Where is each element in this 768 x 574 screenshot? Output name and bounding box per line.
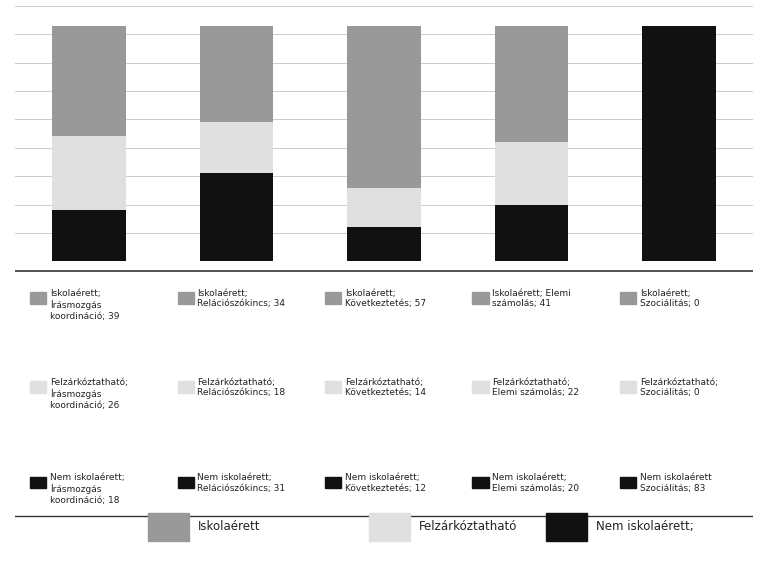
Text: Iskolaérett; Elemi
számolás; 41: Iskolaérett; Elemi számolás; 41 <box>492 289 571 308</box>
FancyBboxPatch shape <box>325 292 341 304</box>
Text: Iskolaérett;
Következtetés; 57: Iskolaérett; Következtetés; 57 <box>345 289 426 308</box>
Text: Nem iskolaérett;: Nem iskolaérett; <box>596 521 694 533</box>
FancyBboxPatch shape <box>30 476 46 488</box>
Text: Felzárkóztatható;
Szociálitás; 0: Felzárkóztatható; Szociálitás; 0 <box>640 378 718 397</box>
Text: Nem iskolaérett;
Elemi számolás; 20: Nem iskolaérett; Elemi számolás; 20 <box>492 473 580 492</box>
FancyBboxPatch shape <box>369 513 410 541</box>
Bar <box>200 26 273 122</box>
FancyBboxPatch shape <box>177 381 194 393</box>
Text: Nem iskolaérett
Szociálitás; 83: Nem iskolaérett Szociálitás; 83 <box>640 473 712 492</box>
Text: Iskolaérett;
Szociálitás; 0: Iskolaérett; Szociálitás; 0 <box>640 289 700 308</box>
Bar <box>642 26 716 261</box>
Text: Felzárkóztatható: Felzárkóztatható <box>419 521 517 533</box>
Text: Nem iskolaérett;
Következtetés; 12: Nem iskolaérett; Következtetés; 12 <box>345 473 426 492</box>
Bar <box>347 227 421 261</box>
Text: Felzárkóztatható;
Elemi számolás; 22: Felzárkóztatható; Elemi számolás; 22 <box>492 378 579 397</box>
Bar <box>200 173 273 261</box>
FancyBboxPatch shape <box>620 381 636 393</box>
Text: Iskolaérett: Iskolaérett <box>197 521 260 533</box>
Text: Felzárkóztatható;
Következtetés; 14: Felzárkóztatható; Következtetés; 14 <box>345 378 426 397</box>
FancyBboxPatch shape <box>620 292 636 304</box>
Text: Felzárkóztatható;
Írásmozgás
koordináció; 26: Felzárkóztatható; Írásmozgás koordináció… <box>50 378 128 410</box>
Bar <box>52 210 126 261</box>
Bar <box>347 188 421 227</box>
FancyBboxPatch shape <box>472 292 488 304</box>
Text: Nem iskolaérett;
Írásmozgás
koordináció; 18: Nem iskolaérett; Írásmozgás koordináció;… <box>50 473 124 505</box>
FancyBboxPatch shape <box>620 476 636 488</box>
FancyBboxPatch shape <box>30 292 46 304</box>
FancyBboxPatch shape <box>30 381 46 393</box>
Text: Nem iskolaérett;
Relációszókincs; 31: Nem iskolaérett; Relációszókincs; 31 <box>197 473 286 492</box>
Bar <box>495 26 568 142</box>
FancyBboxPatch shape <box>546 513 587 541</box>
Bar <box>347 26 421 188</box>
FancyBboxPatch shape <box>177 476 194 488</box>
FancyBboxPatch shape <box>472 476 488 488</box>
FancyBboxPatch shape <box>148 513 189 541</box>
Bar <box>495 142 568 204</box>
Text: Felzárkóztatható;
Relációszókincs; 18: Felzárkóztatható; Relációszókincs; 18 <box>197 378 286 397</box>
FancyBboxPatch shape <box>177 292 194 304</box>
Bar <box>52 137 126 210</box>
Text: Iskolaérett;
Írásmozgás
koordináció; 39: Iskolaérett; Írásmozgás koordináció; 39 <box>50 289 120 321</box>
Bar <box>52 26 126 137</box>
FancyBboxPatch shape <box>325 381 341 393</box>
Bar <box>200 122 273 173</box>
FancyBboxPatch shape <box>472 381 488 393</box>
Bar <box>495 204 568 261</box>
Text: Iskolaérett;
Relációszókincs; 34: Iskolaérett; Relációszókincs; 34 <box>197 289 286 308</box>
FancyBboxPatch shape <box>325 476 341 488</box>
